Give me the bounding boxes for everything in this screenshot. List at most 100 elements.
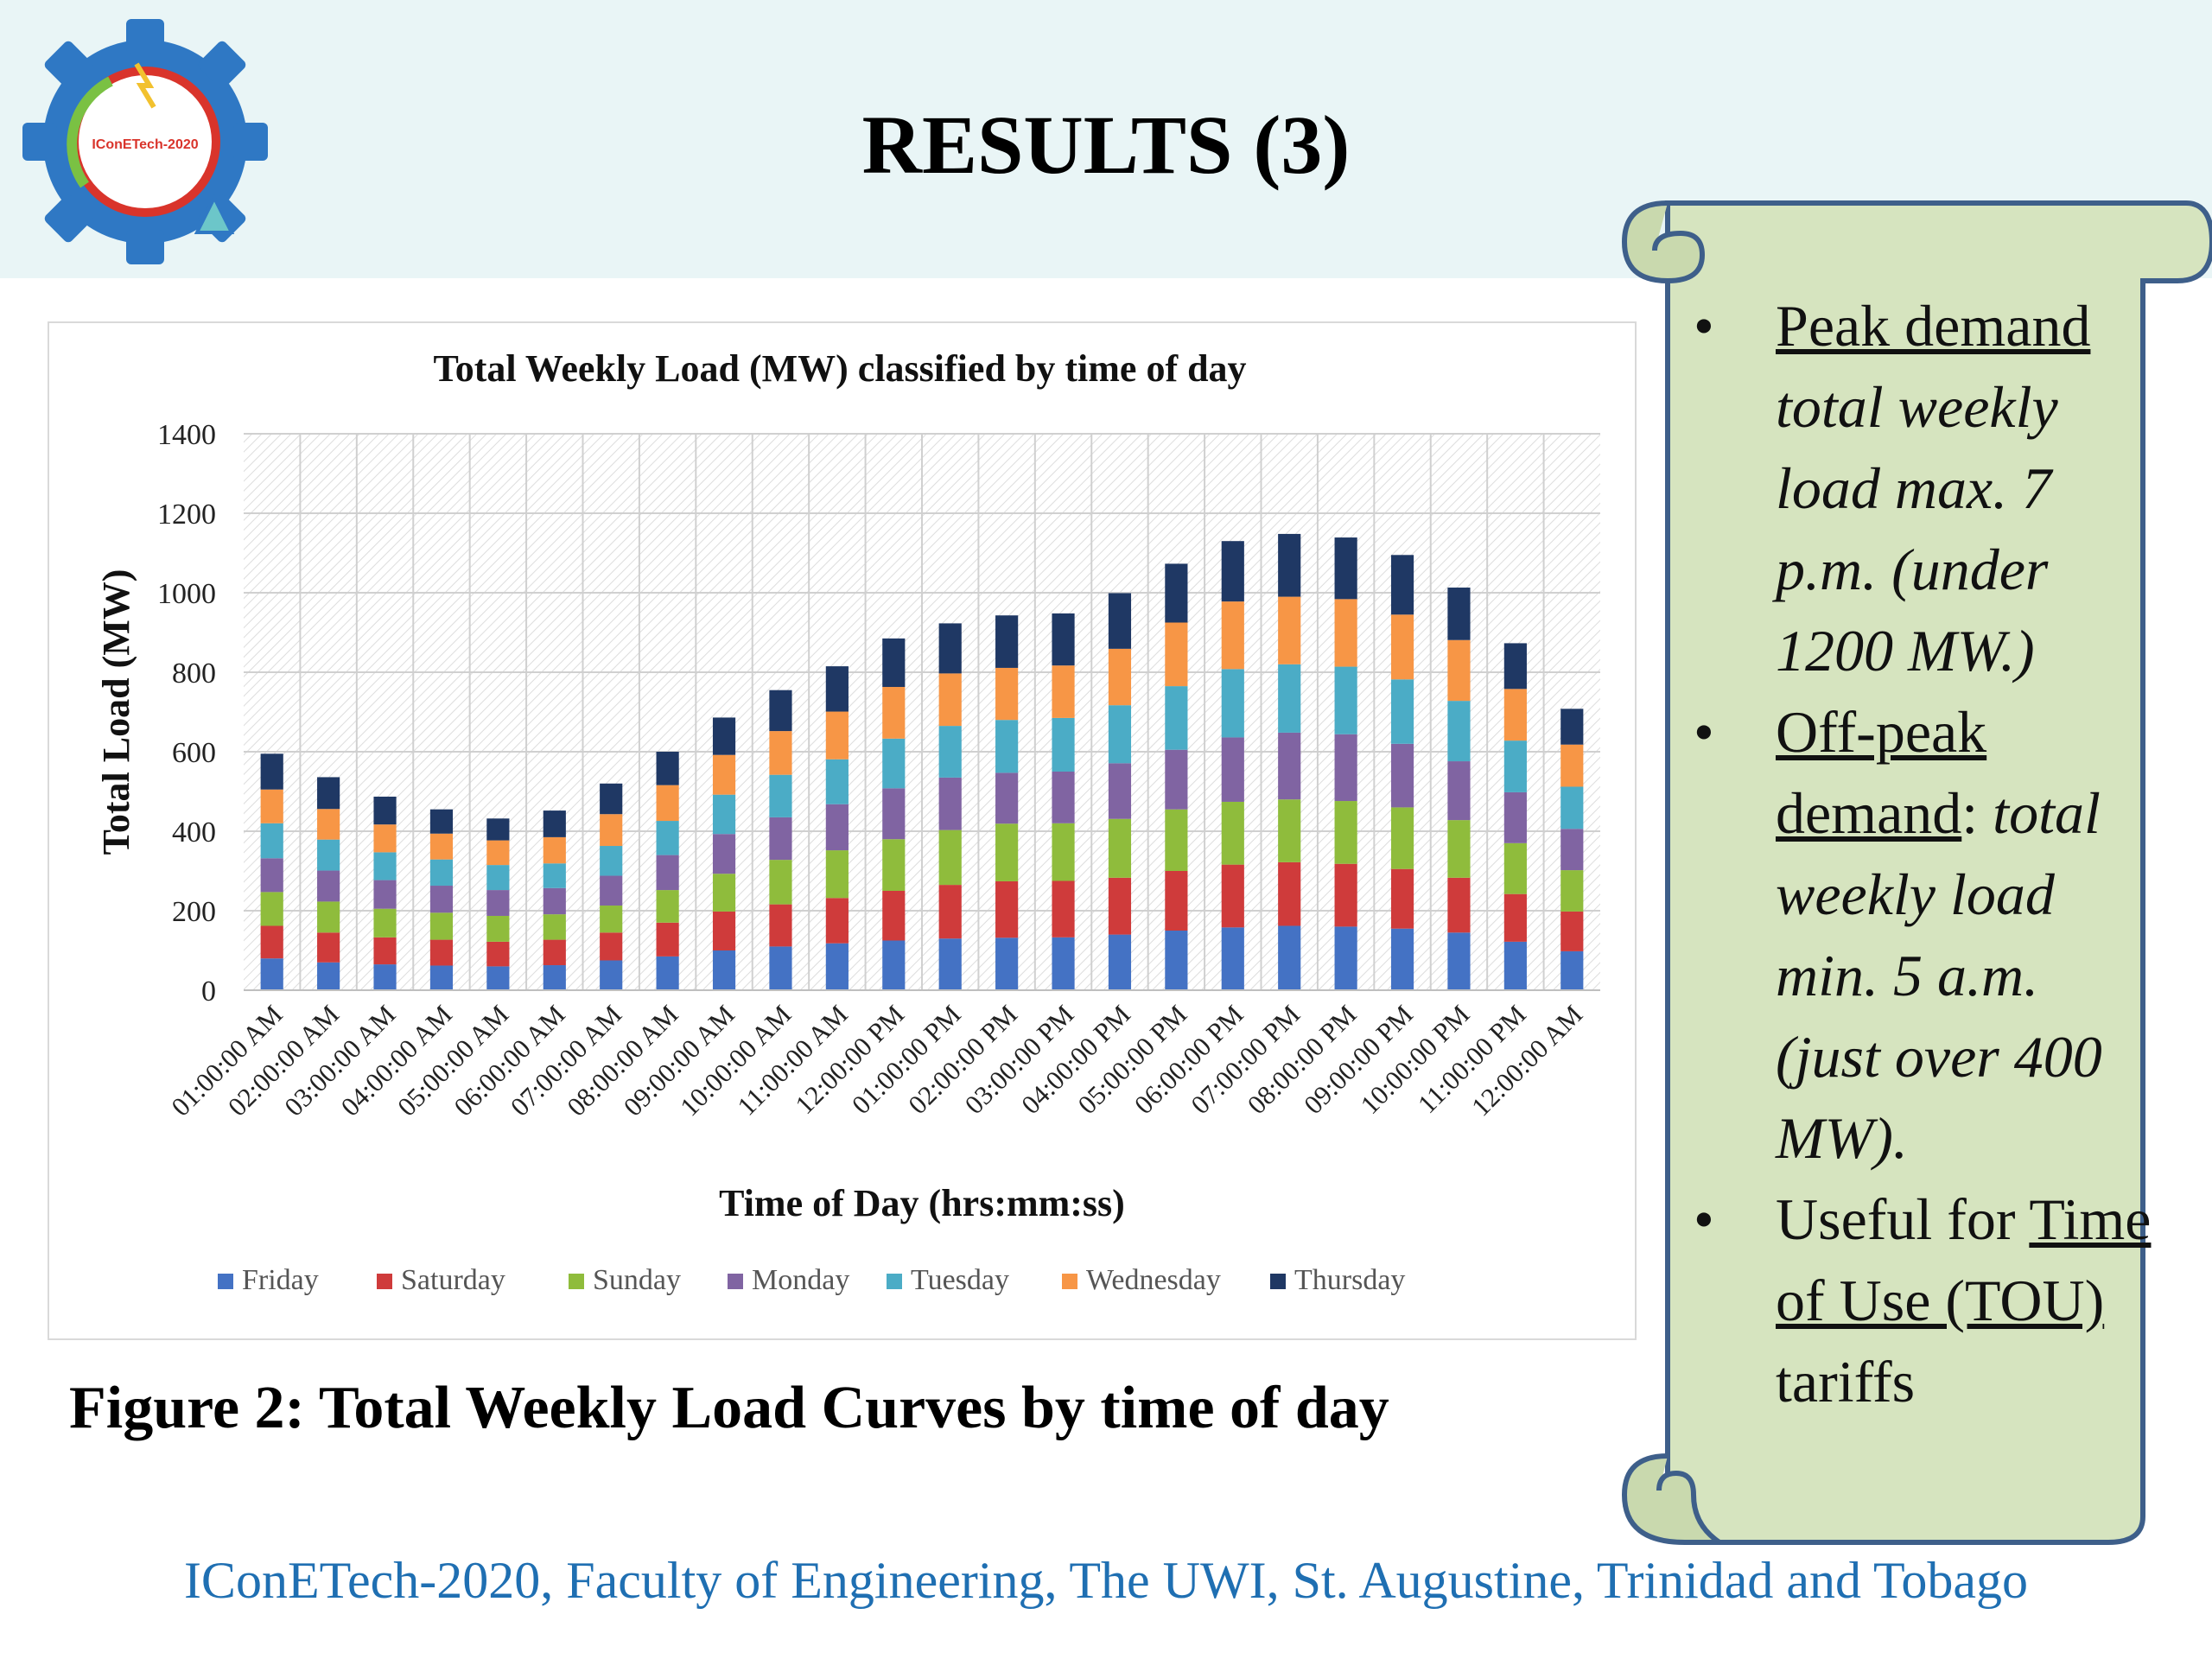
bar-segment xyxy=(1334,863,1357,927)
bar-segment xyxy=(1278,799,1301,862)
bar-segment xyxy=(373,937,397,965)
bar-segment xyxy=(429,886,454,913)
bar-segment xyxy=(1221,669,1244,738)
bar-segment xyxy=(373,824,397,853)
bar-segment xyxy=(1447,820,1471,878)
bar-segment xyxy=(1108,763,1132,819)
bar-segment xyxy=(373,908,397,938)
bar-segment xyxy=(260,858,283,893)
bar-segment xyxy=(1390,807,1414,869)
bar-segment xyxy=(1560,709,1584,745)
y-axis-label: Total Load (MW) xyxy=(95,569,137,855)
bar-segment xyxy=(769,731,792,775)
bar-segment xyxy=(1108,877,1132,935)
bar-segment xyxy=(600,846,623,876)
bar-segment xyxy=(1447,932,1471,990)
bar-segment xyxy=(1221,601,1244,670)
bar-segment xyxy=(712,717,736,755)
bar-segment xyxy=(543,836,566,864)
bar-segment xyxy=(1560,786,1584,830)
slide-title: RESULTS (3) xyxy=(861,99,1351,191)
bar-segment xyxy=(373,796,397,825)
bar-segment xyxy=(600,814,623,847)
bar-segment xyxy=(1560,744,1584,787)
bar-segment xyxy=(1390,614,1414,680)
legend-swatch xyxy=(1062,1274,1077,1289)
note-offpeak-text: total weekly load min. 5 a.m. (just over… xyxy=(1776,780,2102,1171)
bar-segment xyxy=(1052,772,1075,823)
legend-swatch xyxy=(377,1274,392,1289)
bar-segment xyxy=(543,863,566,888)
note-tou-text2: tariffs xyxy=(1776,1349,1916,1414)
bar-segment xyxy=(260,753,283,790)
bar-segment xyxy=(1503,741,1527,792)
bar-segment xyxy=(712,911,736,950)
bar-segment xyxy=(882,891,906,941)
note-offpeak: • Off-peak demand: total weekly load min… xyxy=(1672,691,2156,1179)
bar-segment xyxy=(429,939,454,966)
legend-swatch xyxy=(1270,1274,1286,1289)
bar-segment xyxy=(1278,732,1301,800)
bar-segment xyxy=(938,885,962,939)
legend-label: Tuesday xyxy=(911,1264,1009,1296)
x-axis-label: Time of Day (hrs:mm:ss) xyxy=(719,1182,1125,1224)
bar-segment xyxy=(1052,823,1075,881)
bar-segment xyxy=(317,839,340,871)
bar-segment xyxy=(1108,705,1132,764)
legend-swatch xyxy=(887,1274,902,1289)
bar-segment xyxy=(600,875,623,906)
bar-segment xyxy=(1334,734,1357,802)
bar-segment xyxy=(656,855,679,891)
note-tou: • Useful for Time of Use (TOU) tariffs xyxy=(1672,1179,2156,1422)
bar-segment xyxy=(1447,761,1471,821)
bar-segment xyxy=(769,946,792,990)
conference-logo: IConETech-2020 xyxy=(22,19,268,264)
bar-segment xyxy=(825,711,849,760)
bar-segment xyxy=(1165,809,1188,871)
legend-label: Sunday xyxy=(593,1264,681,1296)
y-tick-label: 800 xyxy=(172,658,216,690)
bar-segment xyxy=(1165,686,1188,750)
bar-segment xyxy=(995,772,1019,824)
bar-segment xyxy=(1108,818,1132,878)
bar-segment xyxy=(429,809,454,834)
bar-segment xyxy=(656,821,679,855)
bar-segment xyxy=(769,817,792,861)
bar-segment xyxy=(1165,871,1188,931)
bar-segment xyxy=(1503,893,1527,942)
legend-swatch xyxy=(569,1274,584,1289)
bar-segment xyxy=(938,938,962,990)
bar-segment xyxy=(486,966,510,990)
bar-segment xyxy=(1165,622,1188,687)
bar-segment xyxy=(373,964,397,990)
bar-segment xyxy=(712,874,736,912)
bar-segment xyxy=(995,667,1019,721)
bar-segment xyxy=(543,914,566,940)
bar-segment xyxy=(486,941,510,967)
bar-segment xyxy=(1560,870,1584,912)
bar-segment xyxy=(1165,563,1188,623)
bar-segment xyxy=(938,673,962,727)
bar-segment xyxy=(1503,791,1527,843)
legend-label: Wednesday xyxy=(1086,1264,1221,1296)
bar-segment xyxy=(712,834,736,874)
bar-segment xyxy=(995,823,1019,881)
bar-segment xyxy=(429,833,454,860)
note-tou-title: Time of Use (TOU) xyxy=(1776,1186,2152,1333)
bar-segment xyxy=(712,754,736,795)
bar-segment xyxy=(1221,927,1244,990)
bar-segment xyxy=(486,890,510,916)
legend-label: Monday xyxy=(752,1264,849,1296)
note-offpeak-title: Off-peak demand xyxy=(1776,699,1987,846)
bar-segment xyxy=(769,774,792,817)
bar-segment xyxy=(825,804,849,851)
bar-segment xyxy=(1165,749,1188,810)
bar-segment xyxy=(1108,648,1132,706)
bar-segment xyxy=(1560,911,1584,951)
legend-label: Thursday xyxy=(1294,1264,1405,1296)
bar-segment xyxy=(260,823,283,859)
bar-segment xyxy=(543,810,566,837)
bar-segment xyxy=(656,922,679,957)
bar-segment xyxy=(825,759,849,804)
bar-segment xyxy=(656,752,679,785)
